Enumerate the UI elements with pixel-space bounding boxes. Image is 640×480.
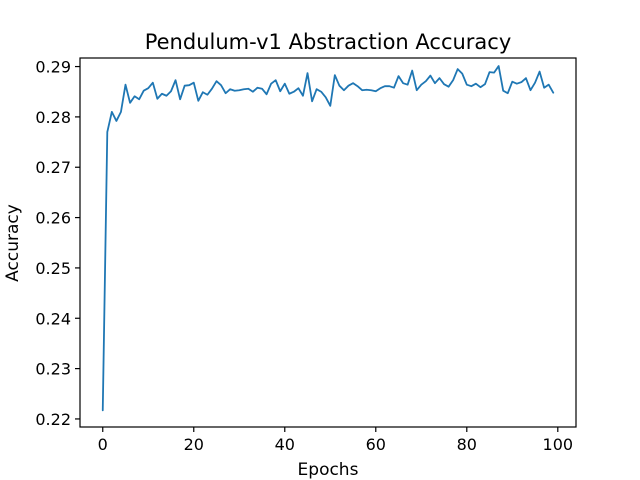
plot-frame xyxy=(79,57,577,428)
x-tick-label: 80 xyxy=(457,435,477,454)
x-tick-label: 20 xyxy=(184,435,204,454)
y-tick-label: 0.23 xyxy=(35,360,71,379)
chart-title: Pendulum-v1 Abstraction Accuracy xyxy=(145,30,512,54)
x-axis-label: Epochs xyxy=(298,460,359,480)
x-tick-label: 0 xyxy=(98,435,108,454)
y-tick-label: 0.26 xyxy=(35,209,71,228)
y-tick-label: 0.28 xyxy=(35,108,71,127)
y-tick-label: 0.22 xyxy=(35,410,71,429)
y-tick-label: 0.27 xyxy=(35,158,71,177)
y-tick-label: 0.25 xyxy=(35,259,71,278)
y-axis-label: Accuracy xyxy=(3,204,23,282)
y-axis-ticks: 0.22 0.23 0.24 0.25 0.26 0.27 0.28 0.29 xyxy=(35,58,80,429)
x-axis-ticks: 0 20 40 60 80 100 xyxy=(98,427,573,454)
x-tick-label: 40 xyxy=(275,435,295,454)
x-tick-label: 100 xyxy=(543,435,574,454)
y-tick-label: 0.29 xyxy=(35,58,71,77)
x-tick-label: 60 xyxy=(366,435,386,454)
accuracy-line xyxy=(101,65,555,412)
y-tick-label: 0.24 xyxy=(35,309,71,328)
